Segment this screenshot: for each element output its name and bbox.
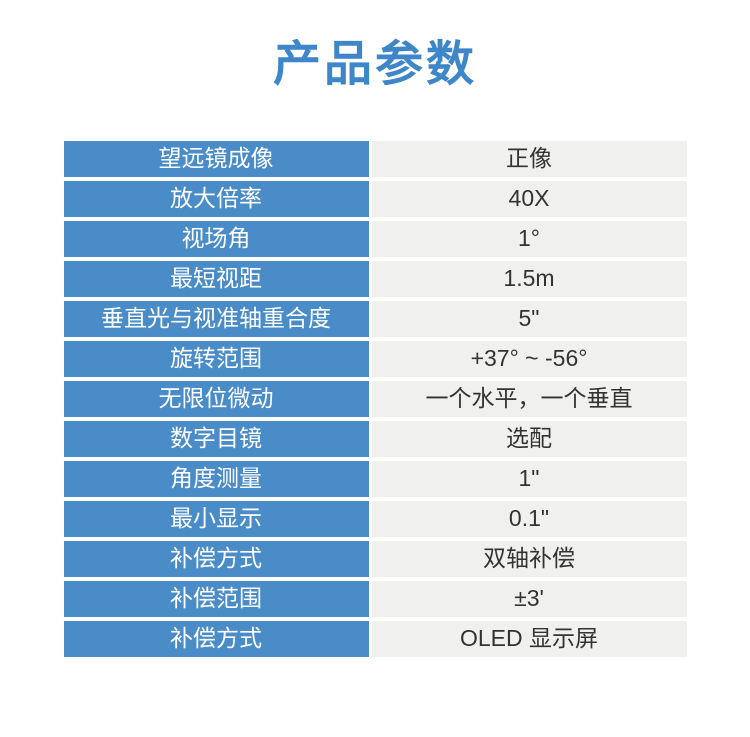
spec-value: 一个水平，一个垂直 xyxy=(371,380,687,417)
table-row: 补偿范围 ±3' xyxy=(63,580,687,617)
spec-label: 最小显示 xyxy=(63,500,369,537)
table-row: 角度测量 1" xyxy=(63,460,687,497)
spec-label: 旋转范围 xyxy=(63,340,369,377)
spec-label: 补偿范围 xyxy=(63,580,369,617)
spec-label: 最短视距 xyxy=(63,260,369,297)
spec-table-body: 望远镜成像 正像 放大倍率 40X 视场角 1° 最短视距 1.5m 垂直光与视… xyxy=(63,140,687,657)
spec-table: 望远镜成像 正像 放大倍率 40X 视场角 1° 最短视距 1.5m 垂直光与视… xyxy=(61,137,690,661)
table-row: 补偿方式 OLED 显示屏 xyxy=(63,620,687,657)
table-row: 最小显示 0.1" xyxy=(63,500,687,537)
table-row: 数字目镜 选配 xyxy=(63,420,687,457)
spec-value: 0.1" xyxy=(371,500,687,537)
table-row: 无限位微动 一个水平，一个垂直 xyxy=(63,380,687,417)
spec-value: OLED 显示屏 xyxy=(371,620,687,657)
page-title: 产品参数 xyxy=(272,36,477,92)
spec-value: 5" xyxy=(371,300,687,337)
spec-value: 1° xyxy=(371,220,687,257)
spec-value: 1.5m xyxy=(371,260,687,297)
spec-label: 望远镜成像 xyxy=(63,140,369,177)
table-row: 垂直光与视准轴重合度 5" xyxy=(63,300,687,337)
table-row: 放大倍率 40X xyxy=(63,180,687,217)
spec-value: 选配 xyxy=(371,420,687,457)
spec-label: 视场角 xyxy=(63,220,369,257)
spec-label: 补偿方式 xyxy=(63,540,369,577)
spec-label: 角度测量 xyxy=(63,460,369,497)
spec-value: 正像 xyxy=(371,140,687,177)
table-row: 旋转范围 +37° ~ -56° xyxy=(63,340,687,377)
spec-label: 数字目镜 xyxy=(63,420,369,457)
table-row: 望远镜成像 正像 xyxy=(63,140,687,177)
spec-table-wrap: 望远镜成像 正像 放大倍率 40X 视场角 1° 最短视距 1.5m 垂直光与视… xyxy=(61,137,690,661)
spec-label: 补偿方式 xyxy=(63,620,369,657)
table-row: 最短视距 1.5m xyxy=(63,260,687,297)
spec-label: 垂直光与视准轴重合度 xyxy=(63,300,369,337)
spec-value: 40X xyxy=(371,180,687,217)
spec-value: +37° ~ -56° xyxy=(371,340,687,377)
spec-value: 1" xyxy=(371,460,687,497)
table-row: 视场角 1° xyxy=(63,220,687,257)
spec-label: 无限位微动 xyxy=(63,380,369,417)
table-row: 补偿方式 双轴补偿 xyxy=(63,540,687,577)
spec-value: 双轴补偿 xyxy=(371,540,687,577)
spec-value: ±3' xyxy=(371,580,687,617)
spec-label: 放大倍率 xyxy=(63,180,369,217)
